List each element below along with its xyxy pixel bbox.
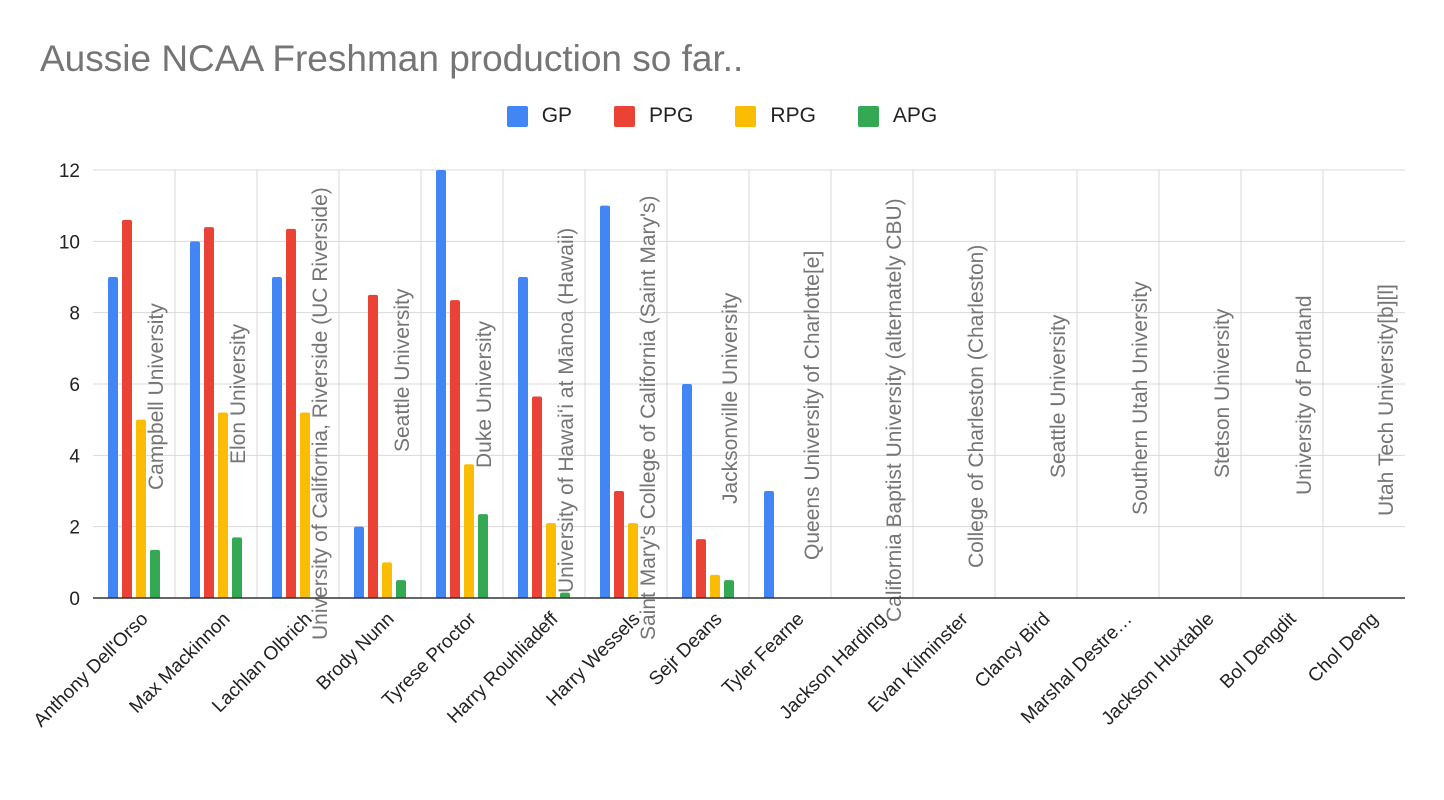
chart-title: Aussie NCAA Freshman production so far.. — [40, 38, 744, 79]
bar-series — [108, 170, 774, 599]
bar-apg-brody-nunn — [396, 580, 406, 598]
y-tick-label: 6 — [69, 375, 80, 396]
bar-rpg-max-mackinnon — [218, 412, 228, 598]
bar-apg-max-mackinnon — [232, 537, 242, 598]
legend-swatch-apg — [857, 105, 879, 127]
x-tick-label-tyler-fearne: Tyler Fearne — [718, 609, 808, 699]
x-tick-label-bol-dengdit: Bol Dengdit — [1216, 608, 1301, 693]
bar-ppg-brody-nunn — [368, 294, 378, 598]
bar-ppg-lachlan-olbrich — [286, 228, 296, 598]
annotation-label-campbell-university: Campbell University — [145, 303, 168, 490]
bar-rpg-anthony-dell-orso — [136, 419, 146, 598]
annotation-label-university-of-california-riverside-uc-riverside: University of California, Riverside (UC … — [309, 187, 332, 640]
annotation-label-duke-university: Duke University — [473, 320, 496, 468]
bar-gp-lachlan-olbrich — [272, 277, 282, 598]
annotation-label-stetson-university: Stetson University — [1211, 308, 1234, 478]
bar-rpg-lachlan-olbrich — [300, 412, 310, 598]
legend-swatch-gp — [506, 105, 528, 127]
legend-item-gp[interactable]: GP — [506, 104, 573, 128]
y-tick-label: 4 — [69, 446, 80, 467]
bar-gp-tyrese-proctor — [436, 170, 446, 598]
annotation-label-university-of-portland: University of Portland — [1293, 295, 1316, 495]
annotation-label-jacksonville-university: Jacksonville University — [719, 292, 742, 504]
annotation-label-university-of-hawai-i-at-m-noa-hawaii: University of Hawaiʻi at Mānoa (Hawaii) — [555, 228, 578, 593]
annotation-label-southern-utah-university: Southern Utah University — [1129, 281, 1152, 515]
bar-rpg-tyrese-proctor — [464, 464, 474, 598]
annotation-label-california-baptist-university-alternately-cbu: California Baptist University (alternate… — [883, 198, 906, 622]
bar-gp-max-mackinnon — [190, 241, 200, 599]
x-tick-label-chol-deng: Chol Deng — [1304, 609, 1382, 687]
legend-label-gp: GP — [541, 104, 573, 127]
bar-ppg-anthony-dell-orso — [122, 219, 132, 598]
bar-rpg-harry-wessels — [628, 523, 638, 598]
bar-apg-sejr-deans — [724, 580, 734, 598]
y-tick-label: 12 — [59, 161, 80, 182]
y-tick-label: 10 — [59, 232, 80, 253]
bar-ppg-tyrese-proctor — [450, 300, 460, 598]
legend-item-ppg[interactable]: PPG — [614, 104, 693, 128]
y-tick-label: 8 — [69, 304, 80, 325]
x-tick-label-anthony-dell-orso: Anthony Dell'Orso — [30, 609, 153, 732]
annotation-label-queens-university-of-charlotte-e: Queens University of Charlotte[e] — [801, 251, 824, 560]
bar-gp-sejr-deans — [682, 384, 692, 598]
annotation-label-utah-tech-university-b-l: Utah Tech University[b][l] — [1375, 284, 1398, 516]
annotations: Campbell University Elon University Univer… — [145, 187, 1398, 640]
legend-swatch-rpg — [735, 105, 757, 127]
legend-swatch-ppg — [614, 105, 636, 127]
bar-apg-anthony-dell-orso — [150, 549, 160, 598]
bar-rpg-brody-nunn — [382, 562, 392, 598]
bar-gp-tyler-fearne — [764, 491, 774, 598]
bar-ppg-max-mackinnon — [204, 227, 214, 599]
bar-rpg-sejr-deans — [710, 574, 720, 598]
bar-gp-anthony-dell-orso — [108, 277, 118, 598]
y-tick-label: 0 — [69, 589, 80, 610]
gridlines — [93, 169, 1405, 598]
bar-gp-brody-nunn — [354, 526, 364, 598]
bar-apg-harry-rouhliadeff — [560, 592, 570, 598]
bar-ppg-harry-wessels — [614, 491, 624, 598]
bar-rpg-harry-rouhliadeff — [546, 523, 556, 598]
chart-legend: GP PPG RPG APG — [0, 104, 1444, 128]
annotation-label-saint-mary-s-college-of-california-saint-mary-s: Saint Mary's College of California (Sain… — [637, 195, 660, 640]
annotation-label-elon-university: Elon University — [227, 323, 250, 464]
bar-ppg-harry-rouhliadeff — [532, 396, 542, 598]
legend-item-rpg[interactable]: RPG — [735, 104, 816, 128]
bar-ppg-sejr-deans — [696, 539, 706, 598]
legend-label-apg: APG — [892, 104, 938, 127]
legend-label-rpg: RPG — [770, 104, 816, 127]
legend-label-ppg: PPG — [649, 104, 694, 127]
y-tick-label: 2 — [69, 518, 80, 539]
legend-item-apg[interactable]: APG — [857, 104, 938, 128]
bar-gp-harry-rouhliadeff — [518, 277, 528, 598]
annotation-label-seattle-university: Seattle University — [1047, 314, 1070, 478]
annotation-label-college-of-charleston-charleston: College of Charleston (Charleston) — [965, 245, 988, 568]
bar-gp-harry-wessels — [600, 205, 610, 598]
x-tick-label-clancy-bird: Clancy Bird — [971, 609, 1055, 693]
bar-apg-tyrese-proctor — [478, 514, 488, 598]
annotation-label-seattle-university: Seattle University — [391, 288, 414, 452]
